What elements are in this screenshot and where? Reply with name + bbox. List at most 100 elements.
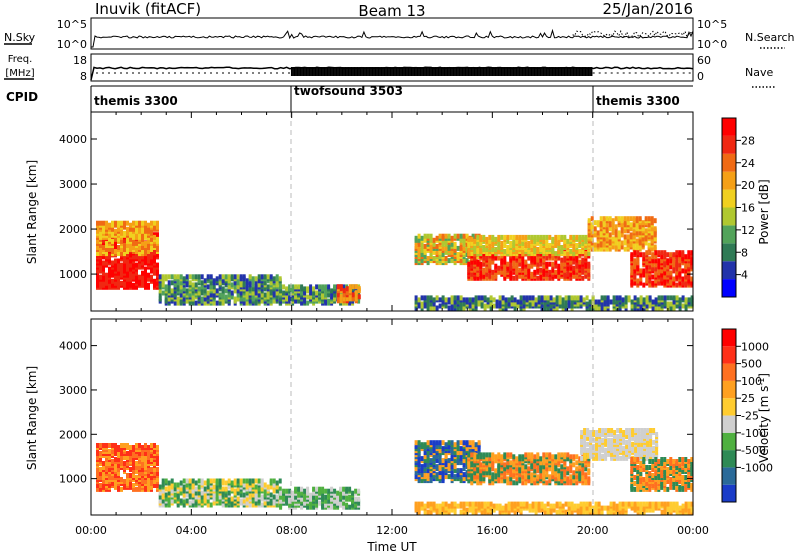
heatmap-cell (135, 276, 138, 282)
heatmap-cell (473, 255, 477, 261)
heatmap-cell (324, 284, 328, 290)
power-ytick-label: 2000 (59, 223, 87, 236)
heatmap-cell (497, 243, 501, 248)
heatmap-cell (150, 457, 153, 462)
heatmap-cell (584, 251, 588, 257)
heatmap-cell (99, 258, 102, 264)
heatmap-cell (224, 288, 228, 294)
heatmap-cell (524, 267, 528, 273)
heatmap-cell (545, 261, 549, 267)
heatmap-cell (459, 446, 463, 452)
nsearch-label: N.Search (745, 31, 795, 44)
heatmap-cell (678, 250, 682, 256)
heatmap-cell (257, 274, 261, 280)
heatmap-cell (516, 299, 520, 305)
heatmap-cell (639, 280, 643, 286)
heatmap-cell (467, 452, 471, 458)
heatmap-cell (462, 440, 466, 446)
heatmap-cell (236, 296, 240, 302)
heatmap-cell (120, 280, 123, 286)
heatmap-cell (551, 267, 555, 273)
heatmap-cell (566, 243, 570, 248)
heatmap-cell (173, 300, 177, 306)
heatmap-cell (567, 303, 571, 309)
heatmap-cell (639, 276, 643, 282)
heatmap-cell (111, 232, 114, 238)
heatmap-cell (315, 296, 319, 302)
heatmap-cell (123, 240, 126, 246)
heatmap-cell (494, 454, 498, 460)
heatmap-cell (482, 452, 486, 458)
heatmap-cell (129, 258, 132, 264)
heatmap-cell (135, 247, 138, 252)
heatmap-cell (354, 496, 358, 502)
heatmap-cell (485, 456, 489, 462)
heatmap-cell (450, 446, 454, 452)
heatmap-cell (114, 457, 117, 462)
heatmap-cell (549, 295, 553, 301)
heatmap-cell (560, 234, 564, 240)
heatmap-cell (534, 301, 538, 307)
heatmap-cell (129, 445, 132, 450)
heatmap-cell (339, 502, 343, 508)
heatmap-cell (654, 250, 658, 256)
heatmap-cell (459, 295, 463, 301)
heatmap-cell (417, 440, 421, 446)
heatmap-cell (200, 274, 204, 280)
heatmap-cell (414, 295, 418, 301)
heatmap-cell (254, 276, 258, 282)
heatmap-cell (269, 274, 273, 280)
heatmap-cell (117, 280, 120, 286)
heatmap-cell (105, 272, 108, 278)
heatmap-cell (594, 299, 598, 305)
heatmap-cell (170, 274, 174, 280)
colorbar-swatch (722, 171, 736, 190)
heatmap-cell (99, 475, 102, 480)
heatmap-cell (99, 230, 102, 236)
heatmap-cell (345, 290, 349, 296)
heatmap-cell (548, 234, 552, 240)
heatmap-cell (156, 262, 159, 268)
heatmap-cell (456, 440, 460, 446)
heatmap-cell (206, 478, 210, 484)
heatmap-cell (603, 301, 607, 307)
heatmap-cell (105, 240, 108, 246)
heatmap-cell (153, 471, 156, 476)
heatmap-cell (185, 274, 189, 280)
heatmap-cell (141, 282, 144, 288)
heatmap-cell (612, 299, 616, 305)
heatmap-cell (212, 484, 216, 490)
heatmap-cell (509, 251, 513, 257)
heatmap-cell (114, 481, 117, 486)
heatmap-cell (132, 220, 135, 226)
heatmap-cell (111, 278, 114, 284)
heatmap-cell (197, 274, 201, 280)
heatmap-cell (681, 303, 685, 309)
heatmap-cell (611, 222, 615, 228)
heatmap-cell (102, 461, 105, 466)
heatmap-cell (233, 296, 237, 302)
heatmap-cell (414, 444, 418, 450)
heatmap-cell (488, 273, 492, 279)
heatmap-cell (453, 303, 457, 309)
heatmap-cell (99, 243, 102, 248)
heatmap-cell (206, 494, 210, 500)
heatmap-cell (200, 280, 204, 286)
heatmap-cell (324, 502, 328, 508)
colorbar-swatch (722, 207, 736, 226)
colorbar-swatch (722, 243, 736, 262)
power-ytick-label: 4000 (59, 133, 87, 146)
heatmap-cell (528, 295, 532, 301)
heatmap-cell (102, 479, 105, 484)
heatmap-cell (611, 218, 615, 224)
heatmap-cell (248, 494, 252, 500)
heatmap-cell (675, 270, 679, 276)
heatmap-cell (153, 449, 156, 454)
heatmap-cell (497, 462, 501, 468)
heatmap-cell (158, 490, 162, 496)
heatmap-cell (138, 274, 141, 280)
heatmap-cell (480, 295, 484, 301)
heatmap-cell (467, 478, 471, 484)
heatmap-cell (429, 458, 433, 464)
heatmap-cell (645, 278, 649, 284)
